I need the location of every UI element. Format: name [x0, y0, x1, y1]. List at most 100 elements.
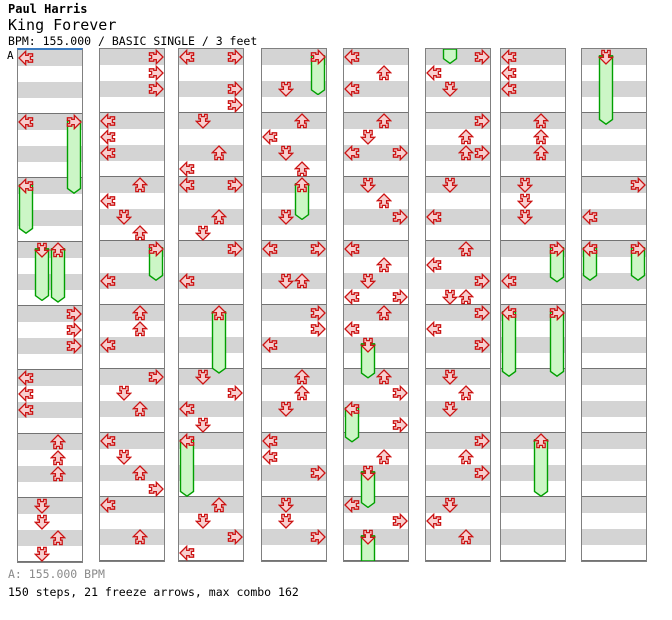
arrow-up-icon [49, 530, 67, 546]
arrow-down-icon [194, 513, 212, 529]
arrow-down-icon [277, 497, 295, 513]
arrow-down-icon [359, 337, 377, 353]
arrow-right-icon [310, 320, 326, 338]
arrow-right-icon [474, 464, 490, 482]
arrow-right-icon [227, 384, 243, 402]
arrow-right-icon [310, 240, 326, 258]
arrow-down-icon [33, 242, 51, 258]
arrow-down-icon [115, 449, 133, 465]
arrow-left-icon [501, 80, 517, 98]
arrow-up-icon [49, 434, 67, 450]
chart-column-4 [261, 48, 327, 562]
arrow-up-icon [293, 161, 311, 177]
arrow-left-icon [18, 385, 34, 403]
arrow-down-icon [359, 465, 377, 481]
arrow-up-icon [457, 129, 475, 145]
arrow-right-icon [227, 80, 243, 98]
arrow-left-icon [582, 208, 598, 226]
arrow-left-icon [501, 272, 517, 290]
arrow-down-icon [277, 273, 295, 289]
arrow-down-icon [359, 273, 377, 289]
arrow-down-icon [516, 177, 534, 193]
arrow-down-icon [359, 129, 377, 145]
arrow-right-icon [310, 464, 326, 482]
arrow-left-icon [179, 432, 195, 450]
arrow-left-icon [262, 128, 278, 146]
chart-column-3 [178, 48, 244, 562]
arrow-down-icon [441, 497, 459, 513]
freeze-arrow-body [360, 471, 376, 509]
freeze-arrow-body [360, 343, 376, 379]
arrow-right-icon [148, 480, 164, 498]
arrow-down-icon [441, 369, 459, 385]
arrow-left-icon [100, 144, 116, 162]
arrow-up-icon [457, 289, 475, 305]
arrow-left-icon [262, 240, 278, 258]
arrow-left-icon [262, 448, 278, 466]
arrow-down-icon [33, 546, 51, 562]
arrow-left-icon [426, 320, 442, 338]
arrow-right-icon [392, 208, 408, 226]
arrow-down-icon [359, 177, 377, 193]
arrow-down-icon [441, 81, 459, 97]
freeze-arrow-body [34, 248, 50, 302]
arrow-up-icon [131, 401, 149, 417]
arrow-down-icon [194, 225, 212, 241]
arrow-right-icon [66, 305, 82, 323]
arrow-up-icon [532, 113, 550, 129]
arrow-left-icon [100, 336, 116, 354]
arrow-up-icon [457, 145, 475, 161]
arrow-down-icon [194, 417, 212, 433]
arrow-left-icon [18, 113, 34, 131]
arrow-right-icon [392, 384, 408, 402]
arrow-up-icon [457, 529, 475, 545]
arrow-left-icon [501, 304, 517, 322]
arrow-up-icon [532, 145, 550, 161]
chart-column-5 [343, 48, 409, 562]
arrow-left-icon [100, 112, 116, 130]
arrow-down-icon [277, 401, 295, 417]
arrow-down-icon [115, 209, 133, 225]
arrow-left-icon [179, 48, 195, 66]
arrow-up-icon [375, 65, 393, 81]
song-title: King Forever [8, 16, 117, 34]
arrow-up-icon [131, 465, 149, 481]
arrow-right-icon [148, 240, 164, 258]
arrow-left-icon [100, 432, 116, 450]
arrow-up-icon [210, 209, 228, 225]
arrow-up-icon [131, 177, 149, 193]
artist-name: Paul Harris [8, 2, 88, 16]
arrow-down-icon [277, 513, 295, 529]
arrow-down-icon [441, 401, 459, 417]
arrow-right-icon [227, 176, 243, 194]
arrow-left-icon [426, 64, 442, 82]
arrow-right-icon [148, 48, 164, 66]
arrow-right-icon [227, 48, 243, 66]
arrow-left-icon [18, 49, 34, 67]
arrow-down-icon [194, 369, 212, 385]
arrow-up-icon [131, 225, 149, 241]
arrow-down-icon [441, 289, 459, 305]
arrow-down-icon [277, 209, 295, 225]
arrow-left-icon [179, 176, 195, 194]
arrow-up-icon [293, 273, 311, 289]
arrow-right-icon [549, 240, 565, 258]
arrow-left-icon [426, 256, 442, 274]
arrow-left-icon [262, 336, 278, 354]
arrow-right-icon [310, 528, 326, 546]
arrow-left-icon [179, 544, 195, 562]
arrow-right-icon [148, 64, 164, 82]
arrow-down-icon [441, 177, 459, 193]
arrow-up-icon [210, 497, 228, 513]
arrow-left-icon [426, 208, 442, 226]
arrow-left-icon [18, 177, 34, 195]
arrow-down-icon [115, 385, 133, 401]
arrow-right-icon [630, 176, 646, 194]
arrow-left-icon [582, 240, 598, 258]
arrow-left-icon [100, 496, 116, 514]
arrow-left-icon [344, 320, 360, 338]
arrow-left-icon [344, 400, 360, 418]
arrow-up-icon [375, 305, 393, 321]
arrow-right-icon [474, 304, 490, 322]
step-chart [0, 48, 672, 564]
